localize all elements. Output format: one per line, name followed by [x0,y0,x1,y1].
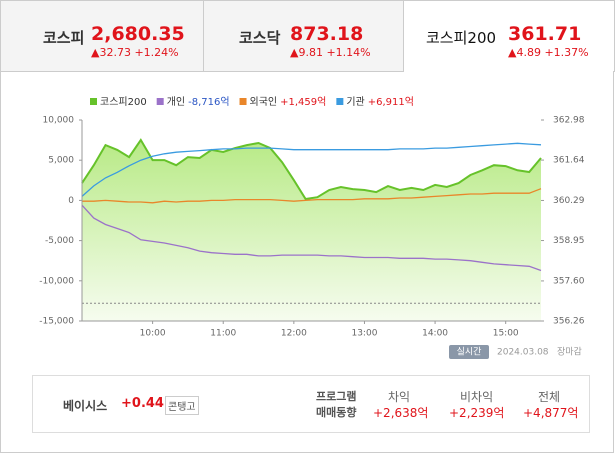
chart: 실시간 2024.03.08 장마감 10,000 5,000 0 -5,000 -10… [39,96,585,359]
tab-value: 873.18 [290,23,364,45]
x-tick-label: 14:00 [422,329,448,339]
legend-value: +6,911억 [368,96,414,108]
tab[interactable]: 코스닥 873.18 ▲9.81 +1.14% [203,0,404,72]
tab-change: ▲4.89 +1.37% [508,46,589,59]
legend-name: 코스피200 [100,96,147,108]
tab[interactable]: 코스피200 361.71 ▲4.89 +1.37% [403,0,615,72]
x-tick-label: 11:00 [210,329,236,339]
y2-tick-label: 361.64 [553,156,585,166]
y-tick-label: 5,000 [48,156,74,166]
footer: 베이시스 +0.44 콘탱고 프로그램 매매동향 차익 +2,638억 비차익 … [32,375,590,433]
legend-swatch [156,98,164,105]
tab-change: ▲9.81 +1.14% [290,46,371,59]
change: 9.81 [298,46,323,59]
tab-name: 코스피200 [426,29,497,47]
rate: +1.37% [544,46,589,59]
x-tick-label: 10:00 [140,329,166,339]
program-value: +2,239억 [449,406,505,420]
date: 2024.03.08 [497,348,549,358]
program-label: 전체 [538,390,561,404]
badge: 실시간 [457,347,482,358]
y-tick-label: 10,000 [43,116,75,126]
legend-name: 기관 [346,96,364,108]
series-line [81,142,542,197]
x-tick-label: 12:00 [281,329,307,339]
tab-name: 코스닥 [239,29,281,47]
series-line [82,188,542,204]
tab-change: ▲32.73 +1.24% [91,46,179,59]
y2-tick-label: 358.95 [553,236,585,246]
y2-tick-label: 357.60 [553,276,585,286]
y-tick-label: -5,000 [45,236,74,246]
rate: +1.14% [326,46,371,59]
tab[interactable]: 코스피 2,680.35 ▲32.73 +1.24% [0,0,204,72]
change: 4.89 [516,46,541,59]
legend-name: 외국인 [250,96,278,108]
y-tick-label: 0 [68,196,74,206]
program-label: 비차익 [460,390,494,404]
y2-tick-label: 360.29 [553,196,585,206]
basis-state: 콘탱고 [165,396,199,415]
x-tick-label: 15:00 [493,329,519,339]
series-line [81,204,542,272]
legend-name: 개인 [167,96,185,108]
x-tick-label: 13:00 [351,329,377,339]
badge-bg [449,345,489,359]
legend-swatch [239,98,247,105]
rate: +1.24% [134,46,179,59]
program-label: 차익 [388,390,411,404]
y-tick-label: -10,000 [39,276,74,286]
legend-value: -8,716억 [188,96,229,108]
area [82,140,541,321]
panel [0,71,614,453]
tab-value: 361.71 [508,23,582,45]
program-value: +4,877억 [523,406,579,420]
legend-swatch [90,98,97,105]
y-tick-label: -15,000 [39,317,74,327]
tab-name: 코스피 [43,29,85,47]
program-title: 프로그램 [316,390,357,403]
legend-value: +1,459억 [280,96,326,108]
program-value: +2,638억 [373,406,429,420]
market-state: 장마감 [557,346,582,358]
y2-tick-label: 356.26 [553,317,585,327]
program-title: 매매동향 [316,406,357,419]
tab-value: 2,680.35 [91,23,185,45]
change: 32.73 [99,46,131,59]
basis-label: 베이시스 [63,399,108,413]
legend-swatch [336,98,344,105]
series-line [81,138,542,201]
y2-tick-label: 362.98 [553,116,585,126]
basis-value: +0.44 [121,396,164,411]
